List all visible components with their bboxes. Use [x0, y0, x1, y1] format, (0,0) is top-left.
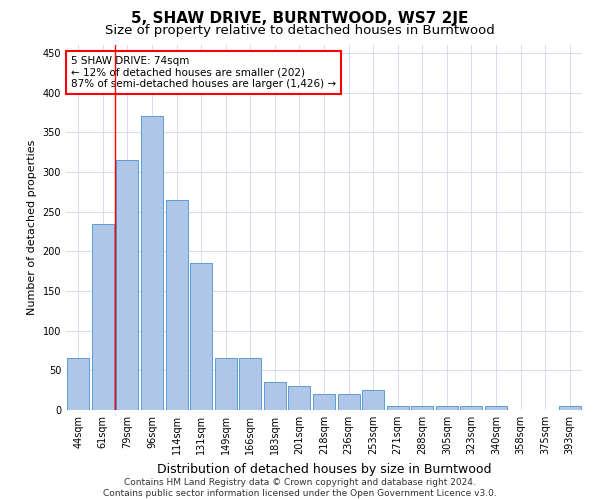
Bar — [67, 358, 89, 410]
Text: Contains HM Land Registry data © Crown copyright and database right 2024.
Contai: Contains HM Land Registry data © Crown c… — [103, 478, 497, 498]
X-axis label: Distribution of detached houses by size in Burntwood: Distribution of detached houses by size … — [157, 462, 491, 475]
Bar — [362, 390, 384, 410]
Bar — [485, 406, 507, 410]
Bar — [141, 116, 163, 410]
Bar — [338, 394, 359, 410]
Bar — [190, 263, 212, 410]
Text: 5 SHAW DRIVE: 74sqm
← 12% of detached houses are smaller (202)
87% of semi-detac: 5 SHAW DRIVE: 74sqm ← 12% of detached ho… — [71, 56, 336, 89]
Bar — [411, 406, 433, 410]
Bar — [92, 224, 114, 410]
Bar — [239, 358, 262, 410]
Bar — [166, 200, 188, 410]
Bar — [386, 406, 409, 410]
Bar — [313, 394, 335, 410]
Text: Size of property relative to detached houses in Burntwood: Size of property relative to detached ho… — [105, 24, 495, 37]
Text: 5, SHAW DRIVE, BURNTWOOD, WS7 2JE: 5, SHAW DRIVE, BURNTWOOD, WS7 2JE — [131, 11, 469, 26]
Bar — [460, 406, 482, 410]
Bar — [559, 406, 581, 410]
Bar — [289, 386, 310, 410]
Bar — [116, 160, 139, 410]
Bar — [264, 382, 286, 410]
Bar — [436, 406, 458, 410]
Bar — [215, 358, 237, 410]
Y-axis label: Number of detached properties: Number of detached properties — [27, 140, 37, 315]
